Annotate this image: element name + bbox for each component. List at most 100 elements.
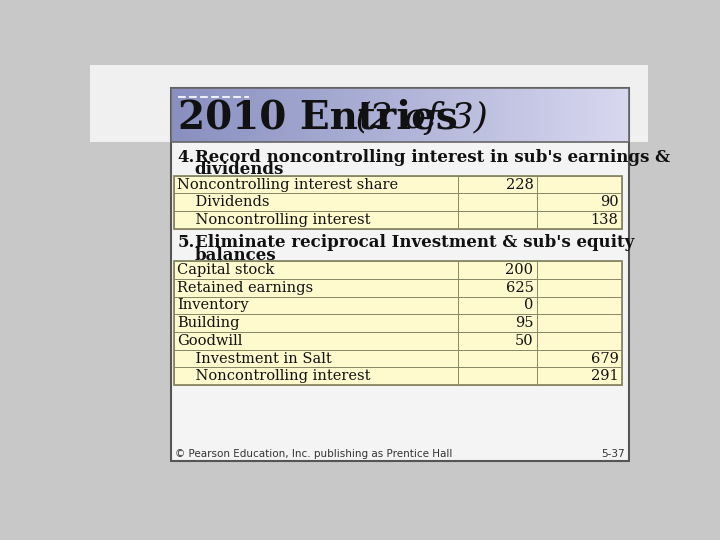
FancyBboxPatch shape bbox=[90, 65, 648, 142]
Bar bbox=[543, 88, 549, 142]
Bar bbox=[314, 88, 320, 142]
Bar bbox=[531, 88, 538, 142]
Text: dividends: dividends bbox=[194, 161, 284, 178]
Bar bbox=[572, 88, 578, 142]
Text: 625: 625 bbox=[505, 281, 534, 295]
Bar bbox=[292, 88, 298, 142]
FancyBboxPatch shape bbox=[174, 176, 621, 193]
Bar bbox=[611, 88, 618, 142]
Bar bbox=[451, 88, 458, 142]
Bar bbox=[212, 88, 218, 142]
Bar bbox=[348, 88, 355, 142]
Text: Noncontrolling interest share: Noncontrolling interest share bbox=[177, 178, 398, 192]
Text: Building: Building bbox=[177, 316, 239, 330]
Bar bbox=[537, 88, 544, 142]
Bar bbox=[411, 88, 418, 142]
Bar bbox=[331, 88, 338, 142]
Text: 291: 291 bbox=[591, 369, 618, 383]
Bar bbox=[446, 88, 452, 142]
Text: 228: 228 bbox=[505, 178, 534, 192]
Bar bbox=[463, 88, 469, 142]
Bar bbox=[474, 88, 481, 142]
Bar bbox=[600, 88, 606, 142]
Bar bbox=[183, 88, 189, 142]
Bar bbox=[566, 88, 572, 142]
Bar bbox=[457, 88, 464, 142]
Bar bbox=[405, 88, 413, 142]
Bar bbox=[423, 88, 429, 142]
Bar bbox=[560, 88, 567, 142]
Bar bbox=[372, 88, 378, 142]
FancyBboxPatch shape bbox=[174, 193, 621, 211]
Bar bbox=[177, 88, 184, 142]
Bar bbox=[274, 88, 281, 142]
FancyBboxPatch shape bbox=[174, 211, 621, 229]
Bar bbox=[589, 88, 595, 142]
Bar bbox=[217, 88, 224, 142]
FancyBboxPatch shape bbox=[174, 261, 621, 279]
Bar bbox=[251, 88, 258, 142]
Bar bbox=[400, 88, 407, 142]
Bar bbox=[440, 88, 446, 142]
Bar bbox=[309, 88, 315, 142]
Bar bbox=[360, 88, 366, 142]
FancyBboxPatch shape bbox=[174, 332, 621, 350]
Bar bbox=[297, 88, 304, 142]
Text: 138: 138 bbox=[590, 213, 618, 227]
Bar bbox=[395, 88, 401, 142]
Bar bbox=[417, 88, 423, 142]
Text: Investment in Salt: Investment in Salt bbox=[177, 352, 331, 366]
Bar bbox=[171, 88, 178, 142]
Bar bbox=[263, 88, 269, 142]
Bar bbox=[606, 88, 612, 142]
Bar bbox=[554, 88, 561, 142]
Bar bbox=[498, 88, 504, 142]
Bar bbox=[189, 88, 195, 142]
FancyBboxPatch shape bbox=[174, 279, 621, 296]
Bar bbox=[508, 88, 515, 142]
Text: Noncontrolling interest: Noncontrolling interest bbox=[177, 213, 370, 227]
Text: 0: 0 bbox=[524, 299, 534, 313]
Bar bbox=[337, 88, 343, 142]
Text: (2 of 3): (2 of 3) bbox=[344, 100, 488, 134]
Bar bbox=[222, 88, 229, 142]
Text: 2010 Entries: 2010 Entries bbox=[178, 98, 457, 137]
Bar bbox=[377, 88, 384, 142]
Text: 679: 679 bbox=[590, 352, 618, 366]
Text: 5-37: 5-37 bbox=[601, 449, 625, 458]
FancyBboxPatch shape bbox=[174, 296, 621, 314]
Text: Retained earnings: Retained earnings bbox=[177, 281, 313, 295]
Bar bbox=[206, 88, 212, 142]
FancyBboxPatch shape bbox=[174, 350, 621, 367]
Bar bbox=[428, 88, 435, 142]
Bar bbox=[617, 88, 624, 142]
Bar bbox=[354, 88, 361, 142]
Bar bbox=[343, 88, 349, 142]
Text: Goodwill: Goodwill bbox=[177, 334, 242, 348]
Text: 90: 90 bbox=[600, 195, 618, 209]
Text: 50: 50 bbox=[515, 334, 534, 348]
Bar bbox=[286, 88, 292, 142]
Bar bbox=[480, 88, 487, 142]
Bar bbox=[492, 88, 498, 142]
Bar bbox=[240, 88, 246, 142]
Bar bbox=[246, 88, 252, 142]
Text: © Pearson Education, Inc. publishing as Prentice Hall: © Pearson Education, Inc. publishing as … bbox=[175, 449, 453, 458]
Bar bbox=[269, 88, 275, 142]
FancyBboxPatch shape bbox=[171, 88, 629, 461]
Bar bbox=[194, 88, 201, 142]
Bar bbox=[303, 88, 310, 142]
Bar bbox=[520, 88, 526, 142]
Text: Inventory: Inventory bbox=[177, 299, 248, 313]
Bar bbox=[280, 88, 287, 142]
Bar bbox=[583, 88, 590, 142]
Text: balances: balances bbox=[194, 247, 276, 264]
Text: 95: 95 bbox=[515, 316, 534, 330]
Bar bbox=[486, 88, 492, 142]
Bar bbox=[257, 88, 264, 142]
Text: 4.: 4. bbox=[178, 148, 195, 166]
Bar bbox=[503, 88, 509, 142]
Bar bbox=[234, 88, 240, 142]
Bar bbox=[526, 88, 532, 142]
Bar bbox=[577, 88, 584, 142]
